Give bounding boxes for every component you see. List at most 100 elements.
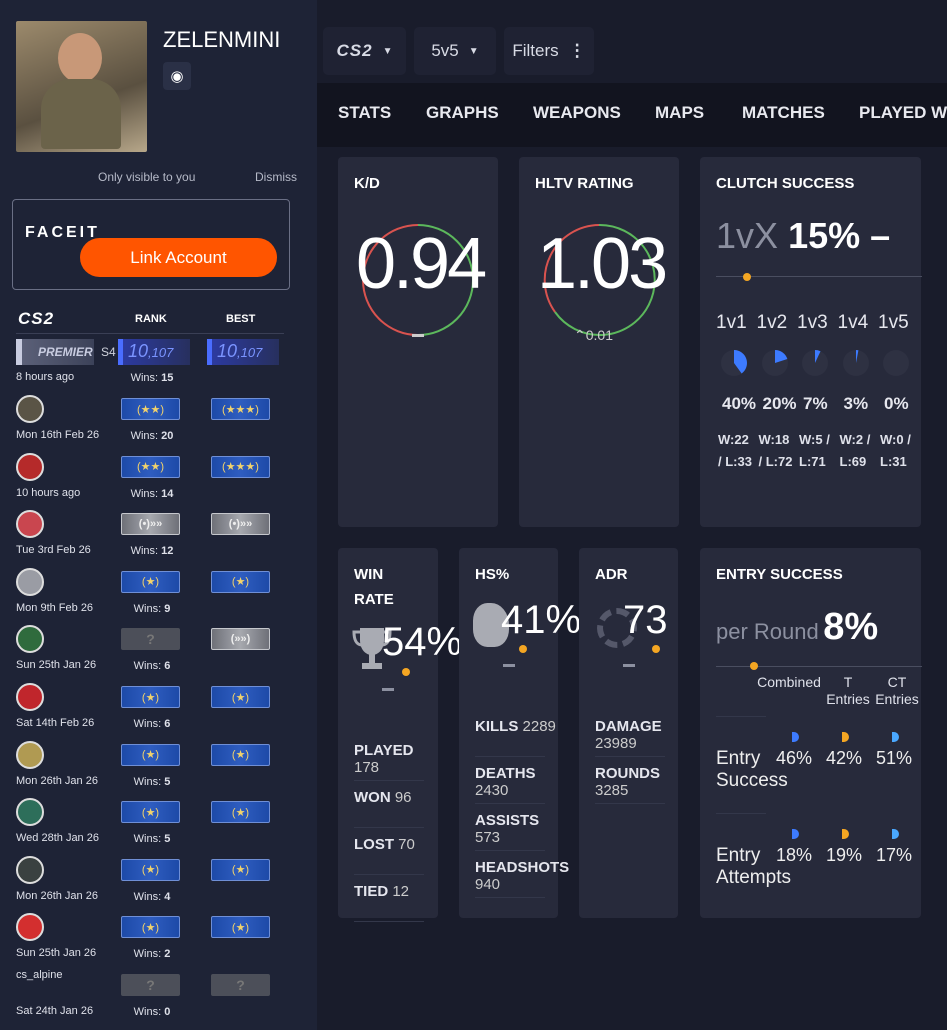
- wins-value: 5: [164, 775, 171, 788]
- wins-value: 0: [164, 1006, 171, 1018]
- rank-badge: (★): [121, 743, 180, 766]
- col-t-entries: T Entries: [826, 674, 870, 707]
- tab-maps[interactable]: MAPS: [655, 103, 705, 122]
- wins-label: Wins:: [133, 775, 162, 788]
- wins-label: Wins:: [133, 602, 162, 615]
- wins-value: 2: [164, 948, 171, 961]
- clutch-pie: [761, 350, 788, 376]
- entry-pct: 18%: [776, 845, 813, 865]
- hltv-gauge: [543, 223, 656, 336]
- wins-label: Wins:: [133, 833, 162, 846]
- change-value: 0.01: [585, 327, 613, 343]
- tab-graphs[interactable]: GRAPHS: [426, 103, 499, 122]
- stat-row-headshots: HEADSHOTS 940: [475, 859, 569, 893]
- clutch-label: 1v5: [878, 312, 909, 333]
- adr-title: ADR: [595, 566, 628, 583]
- adr-value: 73: [623, 598, 668, 642]
- rank-badge: ?: [121, 628, 180, 651]
- link-account-button[interactable]: Link Account: [80, 238, 277, 277]
- map-icon: [16, 625, 44, 654]
- map-icon: [16, 855, 44, 884]
- hs-card: HS% 41% KILLS 2289 DEATHS 2430 ASSISTS 573…: [459, 548, 581, 918]
- stat-row-won: WON 96: [354, 789, 412, 806]
- mode-select[interactable]: 5v5 ▼: [414, 27, 496, 75]
- map-icon: [16, 452, 44, 481]
- rating-small: ,107: [237, 345, 263, 360]
- clutch-win-loss: W:18 / L:72: [758, 432, 793, 469]
- entry-title: ENTRY SUCCESS: [716, 566, 843, 583]
- wins-label: Wins:: [133, 890, 162, 903]
- entry-pie: [842, 829, 849, 839]
- steam-icon[interactable]: ◉: [163, 62, 191, 90]
- kebab-menu-icon: ⋮: [568, 41, 586, 60]
- col-ct-entries: CT Entries: [875, 674, 919, 707]
- row-divider: [475, 850, 545, 851]
- faceit-logo: FACEIT: [25, 224, 100, 241]
- wins-count: Wins: 2: [112, 948, 192, 960]
- entry-row-label: Entry Success: [716, 748, 788, 792]
- row-divider: [716, 716, 766, 717]
- clutch-label: 1v1: [716, 312, 747, 333]
- kd-gauge: [362, 224, 474, 336]
- hltv-title: HLTV RATING: [535, 175, 634, 192]
- wins-count: Wins: 0: [112, 1006, 192, 1018]
- stat-row-assists: ASSISTS 573: [475, 812, 558, 846]
- match-date: Sun 25th Jan 26: [16, 659, 97, 672]
- trend-dash: [503, 664, 515, 667]
- tab-matches[interactable]: MATCHES: [742, 103, 825, 122]
- tab-played-with[interactable]: PLAYED WI: [859, 103, 947, 122]
- stat-value: 2430: [475, 782, 509, 799]
- entry-slider-track: [716, 666, 922, 667]
- clutch-win-loss: W:5 / L:71: [799, 432, 830, 469]
- adr-card: ADR 73 DAMAGE 23989 ROUNDS 3285: [579, 548, 678, 918]
- wins-count: Wins: 12: [112, 545, 192, 557]
- clutch-pct: 3%: [843, 394, 869, 413]
- profile-sidebar: ZELENMINI ◉ Only visible to you Dismiss …: [0, 0, 317, 1030]
- wins-value: 14: [161, 487, 174, 500]
- clutch-card: CLUTCH SUCCESS 1vX 15% – 1v1 40% W:22 / L:…: [700, 157, 922, 527]
- tab-weapons[interactable]: WEAPONS: [533, 103, 621, 122]
- rank-badge: (★★): [121, 398, 180, 420]
- game-select[interactable]: CS2 ▼: [323, 27, 406, 75]
- best-rank-badge: (★): [211, 686, 270, 708]
- row-divider: [595, 803, 665, 804]
- wins-value: 6: [164, 660, 171, 673]
- clutch-win-loss: W:22 / L:33: [718, 432, 752, 469]
- entry-pie: [892, 829, 899, 839]
- clutch-pct: 7%: [803, 394, 828, 413]
- tab-stats[interactable]: STATS: [338, 103, 392, 122]
- map-icon: [16, 510, 44, 539]
- map-icon: [16, 913, 44, 942]
- stat-value: 178: [354, 759, 380, 776]
- match-date: Mon 26th Jan 26: [16, 889, 98, 902]
- wins-value: 20: [161, 430, 174, 442]
- clutch-pct: 40%: [722, 394, 757, 413]
- entry-pct: 46%: [776, 748, 813, 768]
- wins-count: Wins: 6: [112, 718, 192, 730]
- trend-dot: [519, 645, 527, 653]
- premier-badge: PREMIER: [16, 339, 94, 365]
- divider: [16, 333, 284, 334]
- kd-card: K/D 0.94: [338, 157, 498, 527]
- tab-bar: [317, 83, 947, 147]
- map-icon: [16, 740, 44, 769]
- stat-row-lost: LOST 70: [354, 836, 415, 853]
- stat-label: HEADSHOTS: [475, 859, 570, 876]
- entry-row-label: Entry Attempts: [716, 845, 791, 889]
- clutch-label: 1v3: [797, 312, 828, 333]
- filters-button[interactable]: Filters ⋮: [504, 27, 594, 75]
- trend-dash: [623, 664, 635, 667]
- stat-row-rounds: ROUNDS 3285: [595, 765, 678, 799]
- stat-label: PLAYED: [354, 742, 414, 759]
- clutch-label: 1v4: [837, 312, 869, 333]
- stat-row-damage: DAMAGE 23989: [595, 718, 678, 752]
- title-line: WIN: [354, 566, 384, 583]
- clutch-title: CLUTCH SUCCESS: [716, 175, 855, 192]
- label-line: Attempts: [716, 867, 791, 888]
- dismiss-link[interactable]: Dismiss: [255, 170, 297, 184]
- wins-count: Wins: 5: [112, 833, 192, 845]
- col-combined: Combined: [757, 674, 821, 690]
- caret-down-icon: ▼: [382, 45, 393, 57]
- trend-dot: [402, 668, 410, 676]
- mode-label: 5v5: [431, 41, 459, 60]
